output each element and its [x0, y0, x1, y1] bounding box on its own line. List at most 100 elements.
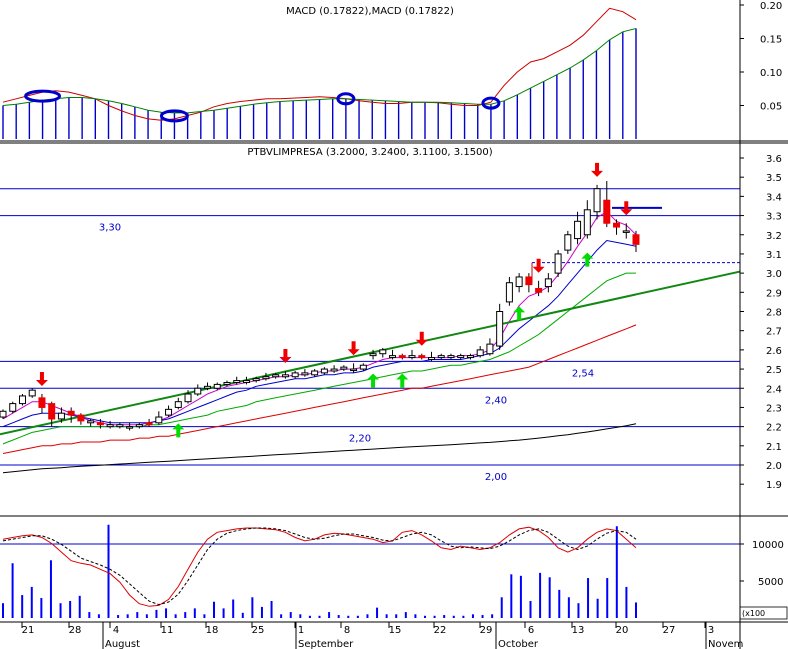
moving-average-ma-short [2, 211, 637, 426]
candle-body [564, 234, 572, 251]
trendline-segment [0, 270, 741, 436]
candle-body [0, 410, 7, 418]
candle-body [57, 412, 65, 420]
candle-body [223, 381, 231, 385]
price-tick-label: 2.4 [766, 384, 782, 395]
buy-arrow [367, 373, 380, 388]
candle-body [583, 209, 591, 236]
x-tick-label: 1 [298, 625, 304, 636]
x-tick-label: 25 [252, 625, 265, 636]
candle-body [291, 372, 299, 378]
macd-line-signal [2, 28, 637, 114]
price-tick-label: 3.2 [766, 231, 782, 242]
macd-crossover-ellipse [481, 96, 501, 110]
x-tick-label: 4 [113, 625, 119, 636]
candle-body [398, 355, 406, 359]
macd-crossover-ellipse [24, 89, 62, 103]
macd-crossover-highlights [24, 89, 501, 123]
macd-histogram [2, 28, 637, 139]
x-tick-label: 11 [161, 625, 174, 636]
volume-tick-label: 10000 [752, 540, 784, 551]
candle-body [28, 389, 36, 397]
candle-body [427, 357, 435, 360]
candle-body [466, 355, 474, 359]
price-tick-label: 2.2 [766, 423, 782, 434]
candle-body [320, 368, 328, 374]
candle-body [350, 368, 358, 372]
candle-body [408, 355, 416, 359]
sell-arrow [620, 201, 633, 216]
price-tick-label: 2.7 [766, 327, 782, 338]
candle-body [87, 420, 95, 424]
month-label: Novem [708, 639, 743, 649]
macd-tick-label: 0.05 [760, 102, 782, 113]
candle-body [262, 376, 270, 380]
price-panel: PTBVLIMPRESA (3.2000, 3.2400, 3.1100, 3.… [0, 147, 782, 491]
candle-body [155, 416, 163, 424]
moving-average-ma-200 [2, 423, 637, 474]
price-tick-label: 2.1 [766, 442, 782, 453]
sell-arrow [279, 348, 292, 363]
price-tick-label: 3.1 [766, 250, 782, 261]
price-level-label: 2,00 [485, 472, 507, 483]
candle-body [632, 234, 640, 245]
candle-body [233, 380, 241, 383]
candle-body [603, 199, 611, 224]
x-tick-label: 6 [528, 625, 534, 636]
candle-body [194, 387, 202, 395]
price-tick-label: 3.0 [766, 269, 782, 280]
candle-body [184, 393, 192, 403]
x-tick-label: 22 [434, 625, 447, 636]
candle-body [48, 403, 56, 420]
candle-body [145, 422, 153, 426]
macd-axis: 0.20 0.15 0.10 0.05 [740, 1, 782, 113]
candle-body [67, 410, 75, 416]
price-tick-label: 2.9 [766, 288, 782, 299]
buy-arrow [172, 423, 185, 438]
sell-arrow [35, 372, 48, 387]
price-level-label: 2,54 [572, 368, 594, 379]
month-label: August [105, 639, 140, 649]
macd-title: MACD (0.17822),MACD (0.17822) [286, 6, 454, 17]
candle-body [340, 366, 348, 370]
volume-unit-label: (x100 [742, 609, 765, 618]
price-tick-label: 3.5 [766, 173, 782, 184]
price-tick-label: 2.6 [766, 346, 782, 357]
buy-arrow [581, 252, 594, 267]
moving-average-ma-medium [2, 239, 637, 428]
candle-body [38, 397, 46, 408]
candle-body [418, 355, 426, 359]
signal-arrows [35, 162, 633, 438]
candle-body [252, 378, 260, 382]
moving-average-ma-long [2, 272, 636, 445]
candle-body [311, 370, 319, 376]
candle-body [622, 230, 630, 233]
x-tick-label: 18 [206, 625, 219, 636]
price-level-label: 2,20 [349, 434, 371, 445]
candle-body [554, 253, 562, 274]
price-tick-label: 3.6 [766, 154, 782, 165]
price-tick-label: 2.3 [766, 403, 782, 414]
candle-body [496, 311, 504, 347]
price-tick-label: 2.0 [766, 461, 782, 472]
candle-body [379, 349, 387, 355]
candle-body [281, 374, 289, 378]
sell-arrow [591, 162, 604, 177]
moving-average-ma-100 [2, 324, 637, 454]
price-axis: 3.6 3.5 3.4 3.3 3.2 3.1 3.0 2.9 2.8 2.7 2.6 2.5 2.4 2… [740, 154, 782, 491]
volume-axis: 10000 5000 (x100 [739, 540, 788, 620]
x-tick-label: 20 [616, 625, 629, 636]
price-tick-label: 1.9 [766, 480, 782, 491]
x-tick-label: 15 [389, 625, 402, 636]
x-tick-label: 8 [344, 625, 350, 636]
sell-arrow [532, 258, 545, 273]
price-tick-label: 3.4 [766, 192, 782, 203]
candle-body [174, 401, 182, 408]
candle-body [135, 424, 143, 428]
candle-body [486, 343, 494, 355]
x-tick-label: 13 [572, 625, 585, 636]
candle-body [213, 383, 221, 389]
candle-body [330, 368, 338, 372]
